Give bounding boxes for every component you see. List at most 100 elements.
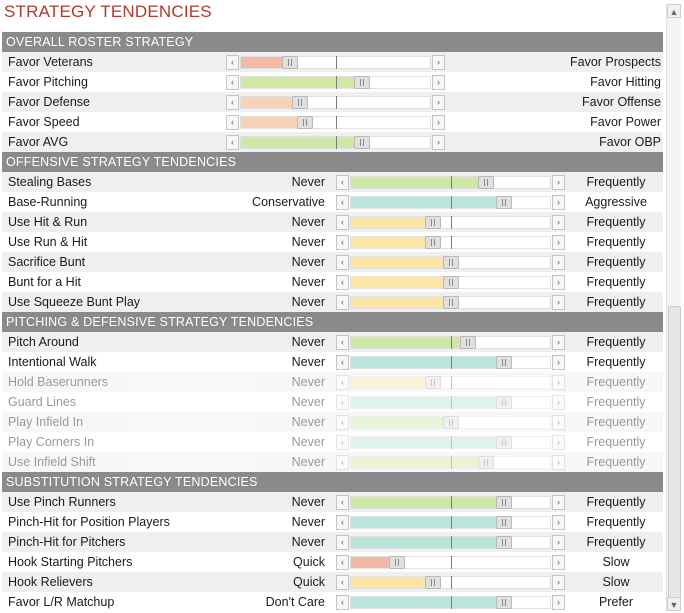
slider-left-arrow-icon[interactable]: ‹ (336, 415, 349, 430)
slider-right-arrow-icon[interactable]: › (432, 95, 445, 110)
slider-thumb[interactable] (496, 516, 513, 529)
slider-track[interactable] (350, 236, 551, 249)
slider-right-arrow-icon[interactable]: › (552, 515, 565, 530)
slider-thumb[interactable] (460, 336, 477, 349)
slider-thumb[interactable] (442, 296, 459, 309)
slider-right-arrow-icon[interactable]: › (432, 55, 445, 70)
slider-thumb[interactable] (496, 536, 513, 549)
slider-left-arrow-icon[interactable]: ‹ (336, 255, 349, 270)
slider-left-arrow-icon[interactable]: ‹ (336, 295, 349, 310)
strategy-slider[interactable]: ‹ › (336, 535, 565, 550)
slider-right-arrow-icon[interactable]: › (552, 595, 565, 610)
strategy-slider[interactable]: ‹ › (226, 95, 445, 110)
scroll-down-icon[interactable]: ▼ (667, 597, 681, 611)
slider-left-arrow-icon[interactable]: ‹ (336, 335, 349, 350)
slider-track[interactable] (350, 576, 551, 589)
strategy-slider[interactable]: ‹ › (336, 295, 565, 310)
slider-thumb[interactable] (496, 196, 513, 209)
slider-left-arrow-icon[interactable]: ‹ (336, 355, 349, 370)
slider-right-arrow-icon[interactable]: › (432, 115, 445, 130)
slider-track[interactable] (350, 396, 551, 409)
slider-track[interactable] (350, 356, 551, 369)
slider-right-arrow-icon[interactable]: › (432, 75, 445, 90)
slider-left-arrow-icon[interactable]: ‹ (336, 175, 349, 190)
slider-thumb[interactable] (442, 416, 459, 429)
slider-left-arrow-icon[interactable]: ‹ (336, 235, 349, 250)
slider-left-arrow-icon[interactable]: ‹ (336, 395, 349, 410)
slider-right-arrow-icon[interactable]: › (552, 175, 565, 190)
slider-left-arrow-icon[interactable]: ‹ (226, 115, 239, 130)
slider-right-arrow-icon[interactable]: › (552, 375, 565, 390)
slider-thumb[interactable] (424, 216, 441, 229)
slider-thumb[interactable] (496, 436, 513, 449)
strategy-slider[interactable]: ‹ › (336, 215, 565, 230)
slider-left-arrow-icon[interactable]: ‹ (336, 435, 349, 450)
slider-track[interactable] (240, 136, 431, 149)
slider-left-arrow-icon[interactable]: ‹ (336, 375, 349, 390)
slider-right-arrow-icon[interactable]: › (552, 275, 565, 290)
strategy-slider[interactable]: ‹ › (226, 115, 445, 130)
slider-track[interactable] (350, 456, 551, 469)
slider-right-arrow-icon[interactable]: › (552, 535, 565, 550)
slider-left-arrow-icon[interactable]: ‹ (226, 75, 239, 90)
slider-track[interactable] (350, 216, 551, 229)
slider-right-arrow-icon[interactable]: › (552, 455, 565, 470)
strategy-slider[interactable]: ‹ › (226, 135, 445, 150)
slider-thumb[interactable] (353, 136, 370, 149)
slider-right-arrow-icon[interactable]: › (552, 575, 565, 590)
slider-left-arrow-icon[interactable]: ‹ (336, 575, 349, 590)
slider-thumb[interactable] (297, 116, 314, 129)
slider-right-arrow-icon[interactable]: › (552, 335, 565, 350)
slider-track[interactable] (350, 556, 551, 569)
strategy-slider[interactable]: ‹ › (226, 55, 445, 70)
slider-right-arrow-icon[interactable]: › (552, 495, 565, 510)
strategy-slider[interactable]: ‹ › (336, 435, 565, 450)
strategy-slider[interactable]: ‹ › (336, 235, 565, 250)
slider-left-arrow-icon[interactable]: ‹ (336, 535, 349, 550)
slider-track[interactable] (350, 176, 551, 189)
strategy-slider[interactable]: ‹ › (336, 255, 565, 270)
slider-left-arrow-icon[interactable]: ‹ (226, 55, 239, 70)
slider-track[interactable] (240, 96, 431, 109)
strategy-slider[interactable]: ‹ › (336, 575, 565, 590)
slider-left-arrow-icon[interactable]: ‹ (336, 275, 349, 290)
slider-thumb[interactable] (496, 396, 513, 409)
slider-track[interactable] (240, 116, 431, 129)
slider-thumb[interactable] (442, 256, 459, 269)
slider-right-arrow-icon[interactable]: › (552, 255, 565, 270)
scrollbar-thumb[interactable] (668, 306, 681, 598)
slider-track[interactable] (240, 76, 431, 89)
slider-thumb[interactable] (424, 376, 441, 389)
slider-thumb[interactable] (282, 56, 299, 69)
slider-track[interactable] (350, 536, 551, 549)
slider-right-arrow-icon[interactable]: › (552, 555, 565, 570)
slider-left-arrow-icon[interactable]: ‹ (336, 595, 349, 610)
strategy-slider[interactable]: ‹ › (226, 75, 445, 90)
slider-left-arrow-icon[interactable]: ‹ (336, 455, 349, 470)
slider-thumb[interactable] (496, 496, 513, 509)
slider-right-arrow-icon[interactable]: › (432, 135, 445, 150)
strategy-slider[interactable]: ‹ › (336, 555, 565, 570)
slider-track[interactable] (350, 436, 551, 449)
slider-track[interactable] (350, 516, 551, 529)
slider-track[interactable] (350, 596, 551, 609)
strategy-slider[interactable]: ‹ › (336, 495, 565, 510)
slider-right-arrow-icon[interactable]: › (552, 435, 565, 450)
slider-thumb[interactable] (291, 96, 308, 109)
slider-right-arrow-icon[interactable]: › (552, 395, 565, 410)
strategy-slider[interactable]: ‹ › (336, 515, 565, 530)
slider-thumb[interactable] (388, 556, 405, 569)
strategy-slider[interactable]: ‹ › (336, 335, 565, 350)
slider-track[interactable] (350, 196, 551, 209)
slider-track[interactable] (350, 416, 551, 429)
slider-thumb[interactable] (424, 236, 441, 249)
slider-track[interactable] (350, 336, 551, 349)
strategy-slider[interactable]: ‹ › (336, 195, 565, 210)
slider-left-arrow-icon[interactable]: ‹ (226, 135, 239, 150)
slider-left-arrow-icon[interactable]: ‹ (336, 555, 349, 570)
slider-left-arrow-icon[interactable]: ‹ (226, 95, 239, 110)
slider-thumb[interactable] (442, 276, 459, 289)
strategy-slider[interactable]: ‹ › (336, 355, 565, 370)
slider-right-arrow-icon[interactable]: › (552, 195, 565, 210)
strategy-slider[interactable]: ‹ › (336, 415, 565, 430)
